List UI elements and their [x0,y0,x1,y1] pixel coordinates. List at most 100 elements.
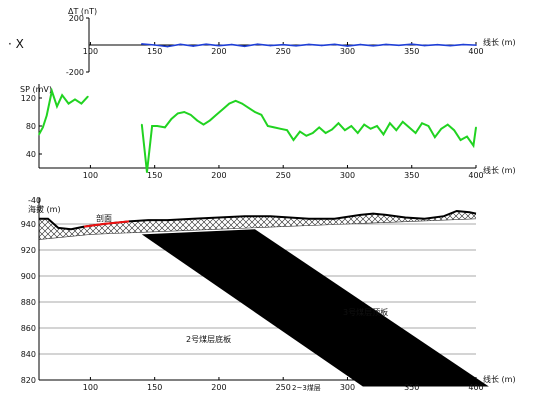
sp-point [156,125,159,127]
sp-point [189,114,192,116]
section-xtick-label: 200 [211,383,226,392]
sp-point [408,126,410,129]
sp-panel: SP (mV) 线长 (m) 120 80 40 100 150 200 250 300 350… [20,84,516,180]
sp-point [421,122,423,124]
sp-xtick-label: 300 [340,171,355,180]
sp-point [475,126,477,129]
section-axes: 940 920 900 880 860 840 820 100 150 200 250 300 350 4… [21,198,484,392]
magnetic-point [385,43,387,46]
sp-point [42,126,44,129]
magnetic-point [398,44,400,47]
section-surface [39,209,477,231]
magnetic-point [359,43,362,46]
magnetic-xtick-label: 300 [340,47,355,56]
magnetic-point [166,45,169,48]
sp-point [324,132,327,134]
magnetic-ytick-label: 200 [69,14,84,23]
magnetic-point [141,43,143,45]
section-xtick-label: 350 [404,383,419,392]
sp-point [344,129,346,131]
sp-point [51,90,53,92]
sp-point [38,133,40,136]
sp-point [472,144,475,147]
sp-point [389,122,391,124]
sp-point [337,122,340,124]
magnetic-point [218,44,220,47]
sp-point [247,107,250,109]
sp-xlabel: 线长 (m) [483,165,516,175]
section-ytick-label: 840 [21,350,36,359]
sp-point [356,132,359,134]
sp-point [459,139,462,141]
sp-ytick-label: 40 [26,150,36,159]
magnetic-point [372,45,374,47]
magnetic-point [282,43,285,46]
sp-point [183,111,186,113]
sp-point [427,125,430,127]
sp-point [453,129,455,131]
magnetic-point [153,44,156,46]
section-ytick-label: 920 [21,246,36,255]
section-bottom-y-label: -40 [28,196,41,205]
magnetic-xtick-label: 350 [404,47,419,56]
sp-point [56,105,58,108]
sp-point [299,130,301,133]
magnetic-ytick-label: -200 [66,68,84,77]
magnetic-point [256,43,259,45]
section-seam2-label: 2号煤层底板 [186,334,231,344]
sp-point [376,125,378,127]
magnetic-point [462,43,464,46]
section-red-label: 剖面 [96,213,112,223]
magnetic-point [243,45,246,48]
sp-point [177,112,179,115]
sp-point [369,128,372,130]
sp-xtick-label: 200 [211,171,226,180]
sp-point [466,135,468,138]
sp-point [401,121,404,123]
sp-point [273,126,276,129]
magnetic-point [475,44,477,46]
sp-point [311,132,314,134]
sp-point [414,132,417,134]
section-ytick-label: 880 [21,298,36,307]
magnetic-point [320,44,323,47]
section-ytick-label: 820 [21,376,36,385]
sp-point [350,125,353,127]
sp-point [67,102,70,105]
sp-xtick-label: 100 [83,171,98,180]
section-xtick-label: 100 [83,383,98,392]
section-xlabel: 线长 (m) [483,374,516,384]
magnetic-point [410,43,413,45]
section-ytick-label: 940 [21,220,36,229]
sp-point [331,128,333,131]
section-cover-area [39,211,476,240]
magnetic-point [179,43,182,46]
magnetic-xlabel: 线长 (m) [483,37,516,47]
sp-xtick-label: 150 [147,171,162,180]
sp-ytick-label: 80 [26,122,36,131]
sp-point [196,119,198,122]
sp-point [221,108,224,110]
section-xtick-label: 250 [276,383,291,392]
magnetic-xtick-label: 150 [147,47,162,56]
sp-point [279,128,282,130]
magnetic-point [436,43,439,46]
sp-point [395,129,398,131]
side-mark: · X [8,37,24,51]
sp-point [241,102,243,105]
sp-xtick-label: 350 [404,171,419,180]
sp-point [234,100,237,102]
magnetic-point [308,43,310,46]
sp-point [209,119,211,122]
section-xtick-label: 300 [340,383,355,392]
magnetic-point [205,43,207,45]
sp-point [61,94,63,96]
section-seam [141,229,489,387]
sp-xtick-label: 250 [276,171,291,180]
section-seam3-label: 3号煤层顶板 [343,307,388,317]
magnetic-point [423,44,426,47]
sp-point [146,171,148,173]
magnetic-point [269,44,272,47]
sp-point [151,125,153,127]
